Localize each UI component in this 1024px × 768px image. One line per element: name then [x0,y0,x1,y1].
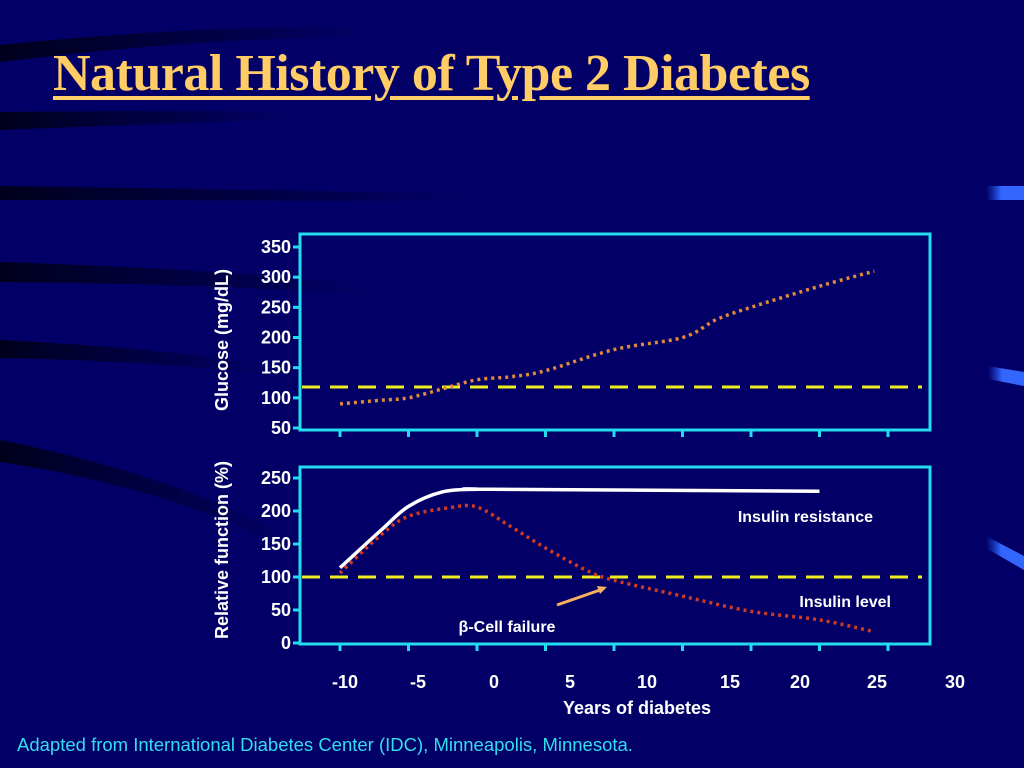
glucose-line [339,269,875,406]
y-tick-label: 200 [261,328,291,348]
glucose-plot-frame [298,232,932,432]
x-axis-tick-labels: -10 -5 0 5 10 15 20 25 30 [332,672,965,692]
x-axis-title: Years of diabetes [563,698,711,718]
x-tick-label: 5 [565,672,575,692]
y-tick-label: 100 [261,567,291,587]
y-tick-label: 250 [261,297,291,317]
x-tick-label: 15 [720,672,740,692]
x-tick-label: 10 [637,672,657,692]
x-tick-label: 0 [489,672,499,692]
arrowhead-icon [597,586,607,594]
source-caption: Adapted from International Diabetes Cent… [17,734,633,755]
beta-cell-failure-label: β-Cell failure [459,619,556,636]
x-tick-label: 20 [790,672,810,692]
relative-function-series-group [338,487,875,634]
y-tick-label: 150 [261,358,291,378]
x-tick-label: -10 [332,672,358,692]
relative-function-y-ticks: 0 50 100 150 200 250 [261,468,300,653]
insulin-resistance-line [338,487,820,570]
y-tick-label: 200 [261,501,291,521]
y-tick-label: 50 [271,418,291,438]
y-tick-label: 350 [261,237,291,257]
relative-function-panel: 0 50 100 150 200 250 Relative function (%) In… [212,461,932,653]
y-tick-label: 50 [271,600,291,620]
y-tick-label: 300 [261,267,291,287]
relative-function-y-axis-title: Relative function (%) [212,461,232,639]
y-tick-label: 0 [281,633,291,653]
glucose-series-group [339,269,875,406]
y-tick-label: 100 [261,388,291,408]
y-tick-label: 150 [261,534,291,554]
glucose-x-ticks [338,430,890,437]
glucose-panel: 50 100 150 200 250 300 350 Glucose (mg/dL) [212,232,932,438]
beta-cell-failure-arrow [556,588,601,607]
relative-function-x-ticks [338,644,890,651]
y-tick-label: 250 [261,468,291,488]
slide-title: Natural History of Type 2 Diabetes [53,45,810,102]
x-tick-label: 30 [945,672,965,692]
insulin-level-line [338,503,875,634]
insulin-level-label: Insulin level [799,594,891,611]
insulin-resistance-label: Insulin resistance [738,509,873,526]
x-tick-label: -5 [410,672,426,692]
relative-function-plot-frame [298,465,932,646]
x-tick-label: 25 [867,672,887,692]
glucose-y-ticks: 50 100 150 200 250 300 350 [261,237,300,438]
glucose-y-axis-title: Glucose (mg/dL) [212,269,232,411]
